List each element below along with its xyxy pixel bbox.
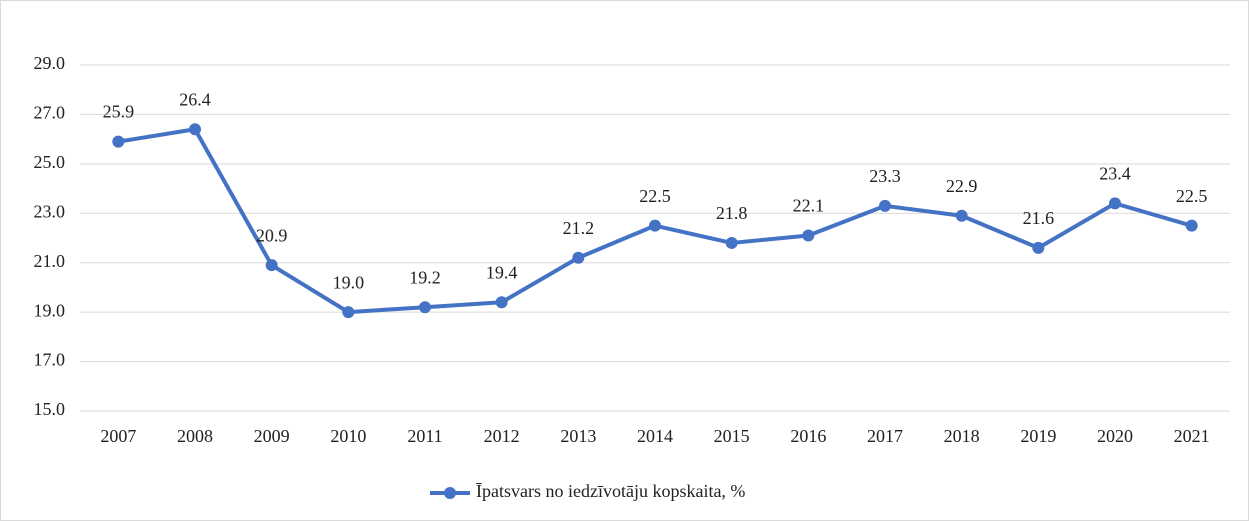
x-tick-label: 2008 (177, 426, 213, 446)
data-label: 21.8 (716, 203, 748, 223)
data-label: 19.4 (486, 262, 518, 282)
x-tick-label: 2012 (484, 426, 520, 446)
data-label: 21.6 (1023, 208, 1055, 228)
y-tick-label: 21.0 (34, 251, 66, 271)
x-tick-label: 2011 (407, 426, 442, 446)
data-label: 22.5 (1176, 186, 1208, 206)
x-tick-label: 2021 (1174, 426, 1210, 446)
x-tick-label: 2016 (790, 426, 826, 446)
x-tick-label: 2019 (1020, 426, 1056, 446)
data-point (955, 209, 968, 222)
data-label: 22.1 (793, 196, 825, 216)
y-tick-label: 17.0 (34, 350, 66, 370)
data-point (649, 219, 661, 232)
x-tick-label: 2010 (330, 426, 366, 446)
data-point (572, 251, 585, 264)
legend-label: Īpatsvars no iedzīvotāju kopskaita, % (476, 481, 745, 501)
data-label: 26.4 (179, 89, 211, 109)
data-label: 22.5 (639, 186, 671, 206)
y-tick-label: 25.0 (34, 152, 66, 172)
data-point (1185, 219, 1198, 232)
data-point (112, 135, 125, 148)
x-tick-label: 2018 (944, 426, 980, 446)
data-point (495, 296, 508, 309)
data-label: 19.0 (333, 272, 365, 292)
data-point (342, 306, 355, 319)
data-point (802, 229, 815, 242)
x-tick-label: 2014 (637, 426, 673, 446)
data-label: 22.9 (946, 176, 978, 196)
x-tick-label: 2017 (867, 426, 903, 446)
data-label: 25.9 (103, 102, 135, 122)
y-tick-label: 23.0 (34, 201, 66, 221)
x-tick-label: 2013 (560, 426, 596, 446)
data-label: 19.2 (409, 267, 441, 287)
data-label: 21.2 (563, 218, 595, 238)
legend-marker (444, 487, 456, 499)
data-point (879, 199, 891, 212)
data-label: 20.9 (256, 225, 288, 245)
data-point (1032, 241, 1045, 254)
data-point (189, 123, 201, 136)
x-tick-label: 2015 (714, 426, 750, 446)
x-tick-label: 2020 (1097, 426, 1133, 446)
y-tick-label: 19.0 (34, 300, 66, 320)
data-point (1109, 197, 1121, 210)
y-tick-label: 15.0 (34, 399, 66, 419)
x-tick-label: 2009 (254, 426, 290, 446)
data-point (725, 236, 738, 249)
data-label: 23.4 (1099, 164, 1131, 184)
data-point (265, 259, 278, 272)
y-tick-label: 27.0 (34, 103, 66, 123)
data-point (419, 301, 431, 314)
x-tick-label: 2007 (100, 426, 136, 446)
y-tick-label: 29.0 (34, 53, 66, 73)
data-label: 23.3 (869, 166, 901, 186)
